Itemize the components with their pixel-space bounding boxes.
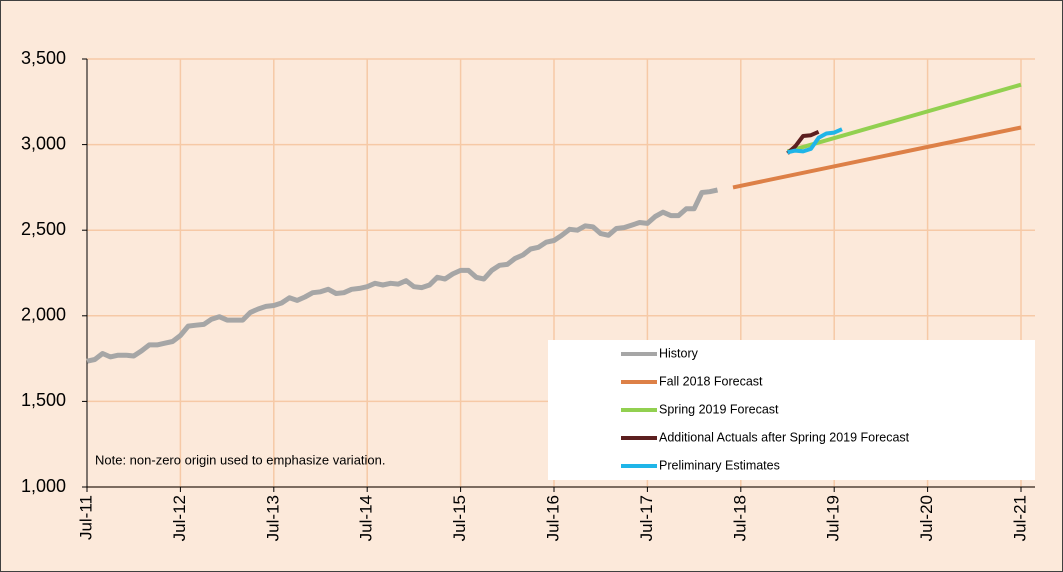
legend-label: Fall 2018 Forecast <box>659 374 763 388</box>
y-tick-label: 3,000 <box>21 133 66 153</box>
x-tick-label: Jul-17 <box>637 495 656 541</box>
legend-label: Preliminary Estimates <box>659 458 780 472</box>
legend-label: Additional Actuals after Spring 2019 For… <box>659 430 910 444</box>
annotation: Note: non-zero origin used to emphasize … <box>95 452 386 467</box>
series-line <box>787 127 843 155</box>
y-tick-label: 1,000 <box>21 476 66 496</box>
x-tick-label: Jul-15 <box>450 495 469 541</box>
x-tick-label: Jul-11 <box>76 495 95 540</box>
series-line <box>86 187 719 364</box>
legend: History Fall 2018 Forecast Spring 2019 For… <box>621 346 910 472</box>
y-tick-label: 2,000 <box>21 305 66 325</box>
y-tick-label: 2,500 <box>21 219 66 239</box>
series-line <box>786 82 1022 154</box>
series-line <box>732 125 1022 190</box>
legend-label: History <box>659 346 699 360</box>
x-tick-label: Jul-14 <box>357 495 376 541</box>
x-tick-label: Jul-20 <box>917 495 936 541</box>
x-tick-label: Jul-19 <box>824 495 843 541</box>
x-tick-label: Jul-13 <box>263 495 282 541</box>
x-tick-label: Jul-16 <box>543 495 562 541</box>
x-tick-label: Jul-21 <box>1010 495 1029 541</box>
lines <box>86 82 1022 364</box>
x-tick-label: Jul-12 <box>170 495 189 541</box>
y-tick-label: 1,500 <box>21 390 66 410</box>
y-tick-label: 3,500 <box>21 48 66 68</box>
x-tick-label: Jul-18 <box>730 495 749 541</box>
legend-label: Spring 2019 Forecast <box>659 402 779 416</box>
series-line <box>786 129 820 155</box>
